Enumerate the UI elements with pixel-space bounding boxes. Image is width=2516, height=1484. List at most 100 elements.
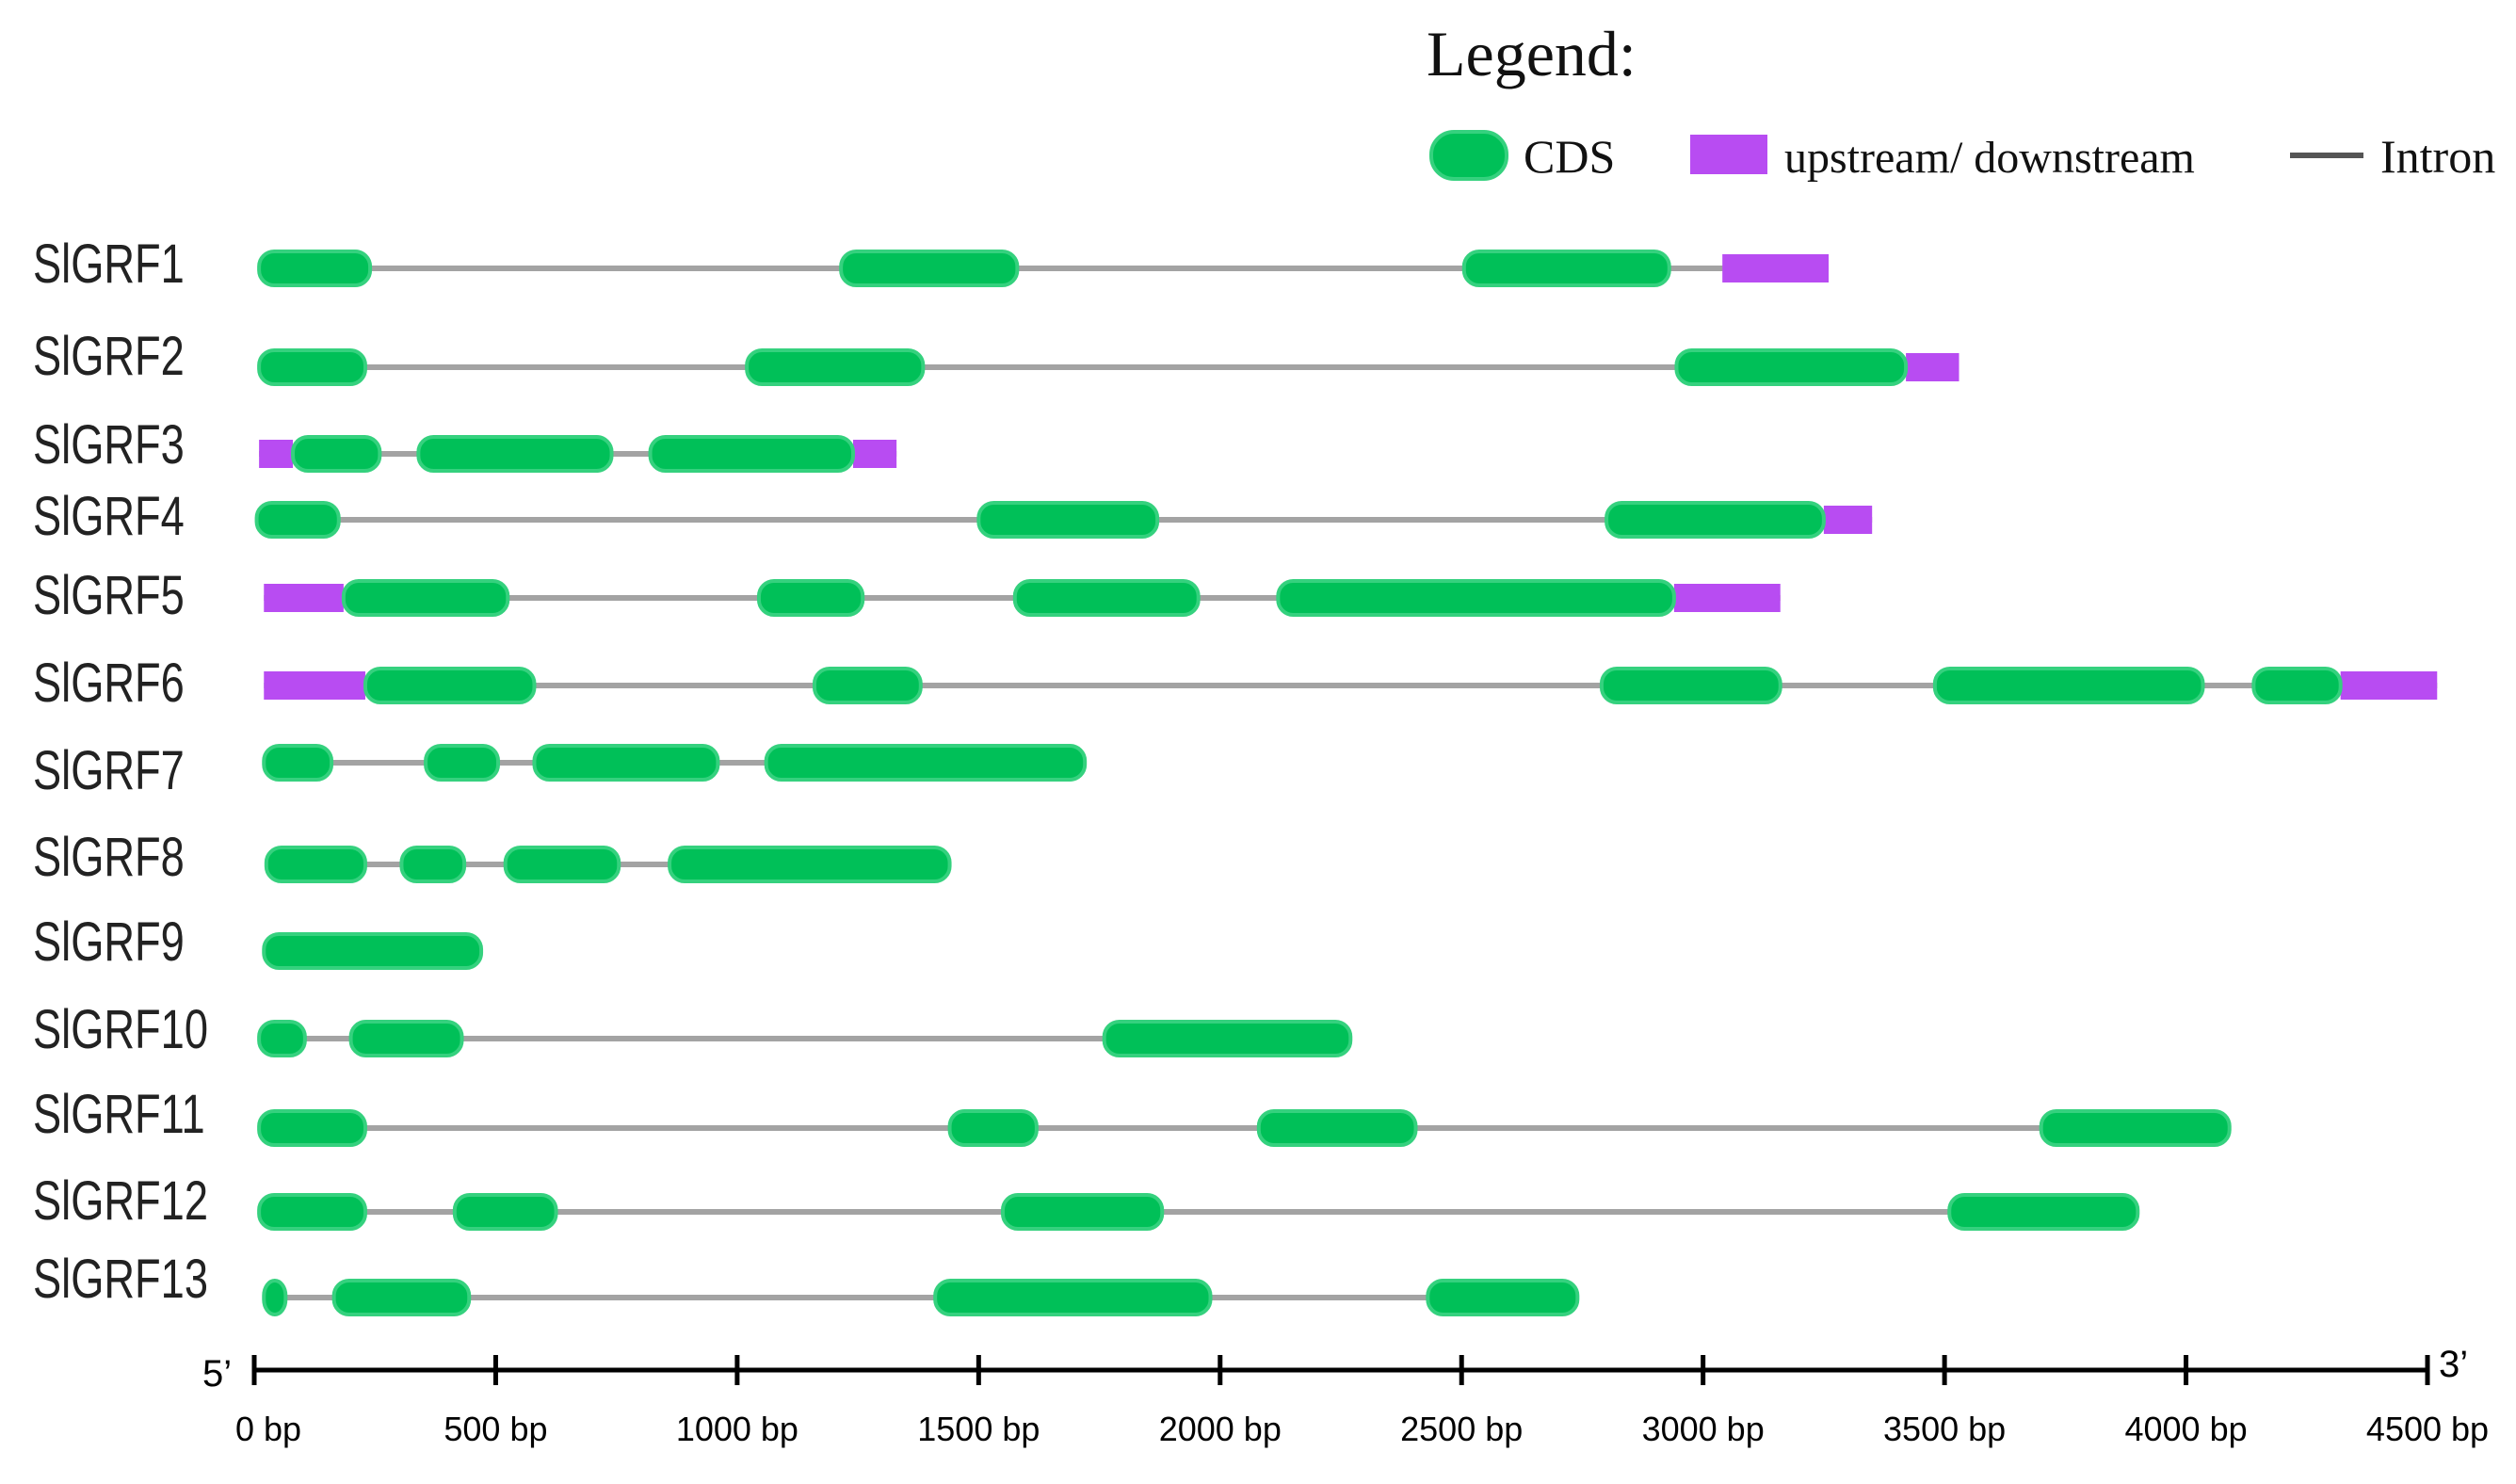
cds-exon bbox=[1947, 1193, 2140, 1231]
gene-label: SlGRF10 bbox=[33, 1000, 208, 1061]
gene-label: SlGRF2 bbox=[33, 327, 185, 388]
bp-axis: 5’ 3’ 0 bp 500 bp 1000 bp 1500 bp 2000 bp 250… bbox=[202, 1344, 2489, 1448]
legend-cds-label: CDS bbox=[1524, 130, 1615, 183]
gene-label: SlGRF1 bbox=[33, 234, 185, 296]
cds-exon bbox=[532, 744, 720, 782]
cds-exon bbox=[452, 1193, 558, 1231]
cds-exon bbox=[262, 932, 484, 970]
cds-exon bbox=[1932, 667, 2205, 704]
legend-utr-label: upstream/ downstream bbox=[1784, 133, 2195, 183]
gene-label: SlGRF7 bbox=[33, 741, 185, 802]
utr-segment bbox=[259, 440, 294, 468]
axis-start-label: 5’ bbox=[202, 1353, 232, 1395]
axis-tick-label: 500 bp bbox=[444, 1410, 547, 1448]
cds-exon bbox=[1256, 1109, 1418, 1147]
cds-exon bbox=[254, 501, 341, 539]
gene-row-slgrf10: SlGRF10 bbox=[33, 1000, 1353, 1061]
gene-row-slgrf6: SlGRF6 bbox=[33, 653, 2438, 715]
gene-row-slgrf1: SlGRF1 bbox=[33, 234, 1830, 296]
cds-exon bbox=[648, 435, 855, 473]
gene-row-slgrf11: SlGRF11 bbox=[33, 1085, 2232, 1147]
cds-exon bbox=[976, 501, 1160, 539]
cds-exon bbox=[1674, 348, 1909, 386]
cds-exon bbox=[257, 250, 373, 287]
utr-segment bbox=[1823, 506, 1873, 534]
gene-row-slgrf2: SlGRF2 bbox=[33, 327, 1960, 388]
cds-exon bbox=[1461, 250, 1671, 287]
cds-exon bbox=[341, 579, 510, 617]
cds-exon bbox=[264, 846, 367, 883]
cds-exon bbox=[812, 667, 923, 704]
axis-tick-label: 0 bp bbox=[235, 1410, 301, 1448]
utr-segment bbox=[852, 440, 897, 468]
cds-exon bbox=[262, 1279, 288, 1316]
gene-label: SlGRF13 bbox=[33, 1250, 208, 1311]
gene-row-slgrf8: SlGRF8 bbox=[33, 828, 952, 889]
axis-tick-label: 1500 bp bbox=[917, 1410, 1040, 1448]
gene-label: SlGRF3 bbox=[33, 415, 185, 476]
gene-label: SlGRF5 bbox=[33, 566, 185, 627]
cds-exon bbox=[363, 667, 537, 704]
cds-exon bbox=[257, 1020, 307, 1057]
legend-title: Legend: bbox=[1427, 18, 1637, 89]
utr-segment bbox=[1722, 254, 1830, 282]
gene-label: SlGRF9 bbox=[33, 912, 185, 974]
cds-exon bbox=[839, 250, 1020, 287]
cds-exon bbox=[745, 348, 926, 386]
gene-row-slgrf3: SlGRF3 bbox=[33, 415, 897, 476]
cds-exon bbox=[1276, 579, 1676, 617]
axis-end-label: 3’ bbox=[2439, 1344, 2468, 1385]
cds-exon bbox=[424, 744, 501, 782]
cds-exon bbox=[947, 1109, 1039, 1147]
gene-row-slgrf7: SlGRF7 bbox=[33, 741, 1088, 802]
cds-exon bbox=[764, 744, 1088, 782]
cds-exon bbox=[257, 1109, 367, 1147]
cds-exon bbox=[1102, 1020, 1353, 1057]
axis-tick-label: 4000 bp bbox=[2124, 1410, 2247, 1448]
cds-exon bbox=[503, 846, 621, 883]
cds-exon bbox=[1012, 579, 1201, 617]
legend-intron-label: Intron bbox=[2380, 130, 2495, 183]
cds-exon bbox=[262, 744, 334, 782]
cds-exon bbox=[933, 1279, 1213, 1316]
cds-exon bbox=[291, 435, 382, 473]
cds-exon bbox=[2039, 1109, 2232, 1147]
gene-row-slgrf9: SlGRF9 bbox=[33, 912, 484, 974]
gene-label: SlGRF6 bbox=[33, 653, 185, 715]
cds-exon bbox=[1599, 667, 1782, 704]
cds-exon bbox=[1605, 501, 1826, 539]
axis-tick-label: 2000 bp bbox=[1159, 1410, 1282, 1448]
cds-exon bbox=[399, 846, 467, 883]
gene-row-slgrf4: SlGRF4 bbox=[33, 487, 1873, 548]
gene-label: SlGRF11 bbox=[33, 1085, 205, 1146]
legend-cds-swatch bbox=[1429, 130, 1508, 181]
axis-tick-label: 2500 bp bbox=[1400, 1410, 1523, 1448]
cds-exon bbox=[1000, 1193, 1165, 1231]
cds-exon bbox=[1426, 1279, 1580, 1316]
utr-segment bbox=[264, 671, 365, 700]
axis-ticks: 0 bp 500 bp 1000 bp 1500 bp 2000 bp 2500 bp 30… bbox=[235, 1355, 2489, 1448]
cds-exon bbox=[257, 348, 367, 386]
utr-segment bbox=[1673, 584, 1781, 612]
legend-utr-swatch bbox=[1690, 135, 1767, 174]
gene-label: SlGRF8 bbox=[33, 828, 185, 889]
gene-rows: SlGRF1 SlGRF2 SlGRF3 SlGRF4 SlGRF5 SlGRF6 SlGR… bbox=[33, 234, 2438, 1316]
gene-label: SlGRF12 bbox=[33, 1171, 208, 1233]
gene-row-slgrf12: SlGRF12 bbox=[33, 1171, 2140, 1233]
axis-tick-label: 4500 bp bbox=[2366, 1410, 2489, 1448]
utr-segment bbox=[2340, 671, 2438, 700]
axis-tick-label: 3500 bp bbox=[1883, 1410, 2006, 1448]
legend: Legend: CDS upstream/ downstream Intron bbox=[1427, 18, 2495, 183]
gene-row-slgrf5: SlGRF5 bbox=[33, 566, 1781, 627]
axis-tick-label: 3000 bp bbox=[1642, 1410, 1765, 1448]
cds-exon bbox=[2251, 667, 2343, 704]
cds-exon bbox=[348, 1020, 464, 1057]
cds-exon bbox=[668, 846, 952, 883]
utr-segment bbox=[1906, 353, 1960, 381]
cds-exon bbox=[416, 435, 614, 473]
cds-exon bbox=[756, 579, 865, 617]
gene-label: SlGRF4 bbox=[33, 487, 185, 548]
utr-segment bbox=[264, 584, 344, 612]
